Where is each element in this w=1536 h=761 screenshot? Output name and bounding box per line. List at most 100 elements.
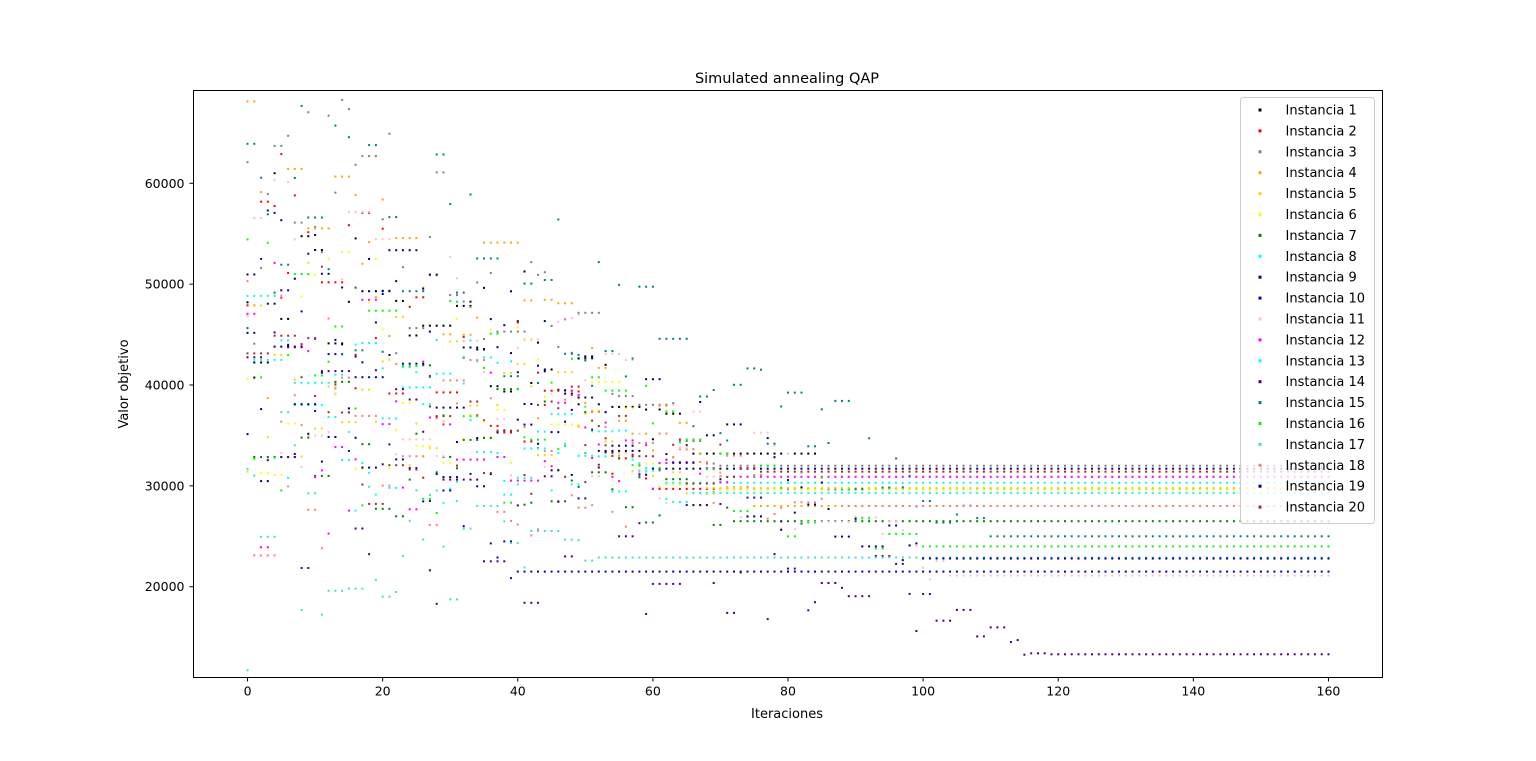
data-point xyxy=(1266,570,1269,573)
data-point xyxy=(354,193,357,196)
data-point xyxy=(1300,535,1303,538)
data-point xyxy=(347,411,350,414)
data-point xyxy=(570,570,573,573)
data-point xyxy=(631,470,634,473)
data-point xyxy=(543,320,546,323)
data-point xyxy=(888,555,891,558)
data-point xyxy=(888,570,891,573)
data-point xyxy=(1003,464,1006,467)
data-point xyxy=(773,570,776,573)
data-point xyxy=(280,289,283,292)
data-point xyxy=(766,488,769,491)
data-point xyxy=(895,562,898,565)
data-point xyxy=(928,570,931,573)
data-point xyxy=(719,491,722,494)
data-point xyxy=(368,309,371,312)
data-point xyxy=(1124,570,1127,573)
data-point xyxy=(651,467,654,470)
data-point xyxy=(510,479,512,482)
data-point xyxy=(1084,545,1087,548)
data-point xyxy=(935,464,938,467)
data-point xyxy=(1091,488,1093,491)
data-point xyxy=(1320,535,1323,538)
data-point xyxy=(847,520,850,523)
data-point xyxy=(428,405,431,408)
data-point xyxy=(280,144,283,147)
data-point xyxy=(361,349,364,352)
data-point xyxy=(253,356,256,359)
data-point xyxy=(672,501,675,503)
data-point xyxy=(685,478,688,481)
data-point xyxy=(753,496,756,499)
data-point xyxy=(415,422,418,425)
data-point xyxy=(442,372,445,375)
data-point xyxy=(1131,570,1134,573)
data-point xyxy=(320,251,323,254)
data-point xyxy=(293,277,296,280)
data-point xyxy=(645,444,648,447)
data-point xyxy=(1037,535,1039,538)
data-point xyxy=(854,467,857,470)
data-point xyxy=(1023,545,1026,548)
data-point xyxy=(564,475,567,478)
data-point xyxy=(1226,488,1229,491)
data-point xyxy=(874,464,877,467)
data-point xyxy=(368,298,371,301)
data-point xyxy=(307,235,310,238)
data-point xyxy=(550,325,553,327)
data-point xyxy=(428,386,431,389)
data-point xyxy=(1192,520,1195,523)
data-point xyxy=(597,261,600,264)
data-point xyxy=(543,279,546,281)
data-point xyxy=(874,486,877,489)
data-point xyxy=(449,324,452,327)
data-point xyxy=(1043,470,1046,473)
data-point xyxy=(1043,486,1046,489)
data-point xyxy=(253,331,256,334)
data-point xyxy=(510,290,512,293)
data-point xyxy=(793,501,796,504)
data-point xyxy=(469,527,472,530)
data-point xyxy=(516,362,519,365)
data-point xyxy=(881,505,884,507)
data-point xyxy=(685,487,688,490)
data-point xyxy=(314,249,317,251)
data-point xyxy=(719,503,722,505)
data-point xyxy=(503,330,506,333)
data-point xyxy=(624,419,627,422)
data-point xyxy=(1293,545,1296,548)
data-point xyxy=(550,489,553,492)
data-point xyxy=(293,238,296,241)
data-point xyxy=(1050,470,1053,473)
data-point xyxy=(874,491,877,494)
data-point xyxy=(564,500,567,503)
data-point xyxy=(1165,475,1168,478)
data-point xyxy=(996,570,999,573)
data-point xyxy=(719,488,722,491)
data-point xyxy=(1057,481,1060,484)
data-point xyxy=(347,509,350,512)
data-point xyxy=(1111,545,1114,548)
data-point xyxy=(320,370,323,373)
data-point xyxy=(584,497,587,500)
data-point xyxy=(726,464,729,467)
data-point xyxy=(881,464,884,467)
data-point xyxy=(1232,557,1235,560)
data-point xyxy=(300,167,303,170)
data-point xyxy=(922,488,925,491)
data-point xyxy=(422,362,425,365)
data-point xyxy=(537,528,539,531)
data-point xyxy=(651,556,654,559)
data-point xyxy=(435,454,438,457)
data-point xyxy=(280,354,283,356)
data-point xyxy=(733,486,735,489)
data-point xyxy=(1205,557,1208,560)
data-point xyxy=(516,330,519,333)
data-point xyxy=(591,376,594,379)
data-point xyxy=(989,574,992,577)
data-point xyxy=(989,570,992,573)
data-point xyxy=(949,505,952,507)
data-point xyxy=(1131,653,1134,656)
data-point xyxy=(888,524,891,527)
data-point xyxy=(834,467,837,470)
